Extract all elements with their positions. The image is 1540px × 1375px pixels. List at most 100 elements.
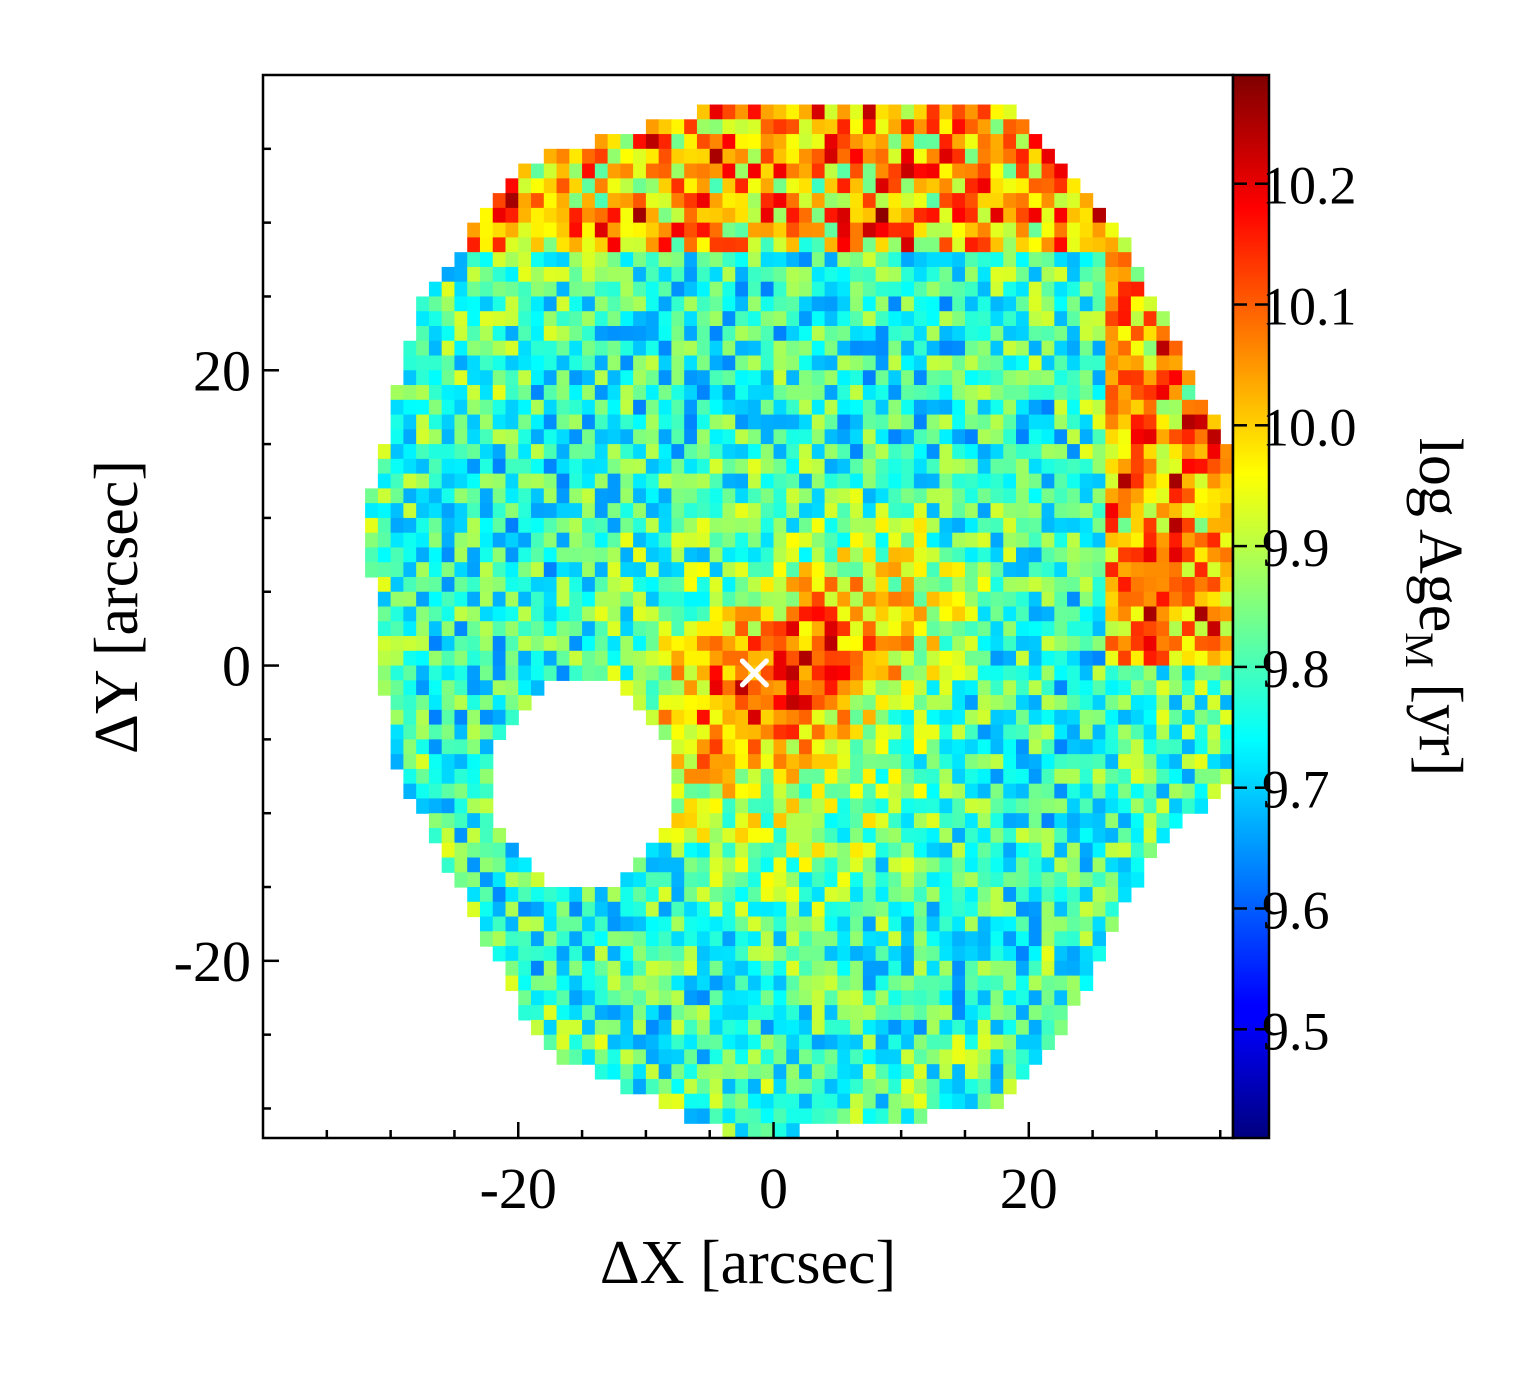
heatmap-cell [1003, 458, 1017, 475]
heatmap-cell [990, 193, 1004, 209]
heatmap-cell [518, 296, 532, 312]
heatmap-cell [901, 636, 915, 652]
heatmap-cell [748, 960, 762, 977]
heatmap-cell [658, 842, 673, 859]
heatmap-cell [671, 399, 685, 416]
heatmap-cell [824, 252, 838, 268]
heatmap-cell [1016, 813, 1030, 829]
heatmap-cell [607, 207, 621, 224]
heatmap-cell [645, 591, 660, 608]
heatmap-cell [901, 606, 915, 622]
heatmap-cell [837, 488, 851, 504]
heatmap-cell [428, 517, 443, 534]
heatmap-cell [569, 207, 583, 224]
heatmap-cell [977, 399, 992, 416]
heatmap-cell [467, 281, 481, 298]
heatmap-cell [607, 311, 621, 327]
heatmap-cell [824, 547, 838, 563]
heatmap-cell [952, 1049, 966, 1065]
heatmap-cell [416, 754, 430, 770]
heatmap-cell [913, 266, 928, 283]
heatmap-cell [479, 562, 494, 578]
heatmap-cell [913, 576, 928, 593]
heatmap-cell [964, 370, 979, 386]
heatmap-cell [1079, 414, 1094, 430]
heatmap-cell [875, 872, 889, 888]
heatmap-cell [773, 946, 787, 962]
heatmap-cell [1181, 768, 1196, 785]
heatmap-cell [1079, 547, 1094, 563]
heatmap-cell [633, 163, 647, 179]
heatmap-cell [1118, 414, 1132, 430]
heatmap-cell [939, 370, 953, 386]
heatmap-cell [582, 606, 596, 622]
heatmap-cell [837, 916, 851, 932]
heatmap-cell [901, 503, 915, 519]
heatmap-cell [467, 576, 481, 593]
heatmap-cell [913, 444, 928, 460]
heatmap-cell [569, 355, 583, 371]
heatmap-cell [952, 488, 966, 504]
heatmap-cell [735, 207, 749, 224]
heatmap-cell [786, 325, 800, 342]
heatmap-cell [964, 606, 979, 622]
heatmap-cell [582, 1005, 596, 1021]
heatmap-cell [531, 621, 545, 637]
heatmap-cell [1105, 591, 1119, 608]
heatmap-cell [977, 1019, 992, 1036]
heatmap-cell [492, 458, 507, 475]
heatmap-cell [722, 370, 736, 386]
heatmap-cell [1016, 739, 1030, 755]
heatmap-cell [888, 104, 902, 120]
heatmap-cell [1105, 311, 1119, 327]
heatmap-cell [748, 1123, 762, 1138]
heatmap-cell [454, 665, 468, 681]
heatmap-cell [428, 444, 443, 460]
heatmap-cell [531, 547, 545, 563]
heatmap-cell [1169, 606, 1183, 622]
heatmap-cell [760, 813, 775, 829]
heatmap-cell [977, 857, 992, 873]
heatmap-cell [773, 813, 787, 829]
heatmap-cell [964, 532, 979, 549]
heatmap-cell [875, 237, 889, 253]
heatmap-cell [837, 724, 851, 740]
heatmap-cell [594, 665, 609, 681]
heatmap-cell [505, 517, 519, 534]
heatmap-cell [773, 355, 787, 371]
heatmap-cell [569, 960, 583, 977]
heatmap-cell [939, 340, 953, 357]
heatmap-cell [760, 621, 775, 637]
heatmap-cell [390, 547, 404, 563]
heatmap-cell [658, 827, 673, 844]
y-axis: 200-20 [174, 147, 279, 1110]
heatmap-cell [850, 591, 864, 608]
heatmap-cell [1118, 665, 1132, 681]
heatmap-cell [1207, 606, 1221, 622]
heatmap-cell [1054, 370, 1068, 386]
heatmap-cell [1067, 370, 1081, 386]
heatmap-cell [1067, 503, 1081, 519]
heatmap-cell [748, 783, 762, 800]
heatmap-cell [454, 562, 468, 578]
heatmap-cell [684, 444, 698, 460]
heatmap-cell [1092, 458, 1106, 475]
heatmap-cell [684, 960, 698, 977]
heatmap-cell [569, 1034, 583, 1051]
heatmap-cell [594, 960, 609, 977]
heatmap-cell [416, 650, 430, 667]
heatmap-cell [620, 665, 634, 681]
heatmap-cell [773, 207, 787, 224]
heatmap-cell [1067, 591, 1081, 608]
heatmap-cell [518, 990, 532, 1006]
heatmap-cell [1016, 370, 1030, 386]
heatmap-cell [1143, 827, 1158, 844]
heatmap-cell [837, 739, 851, 755]
heatmap-cell [696, 724, 711, 740]
heatmap-cell [518, 237, 532, 253]
heatmap-cell [633, 178, 647, 194]
heatmap-cell [862, 872, 877, 888]
heatmap-cell [569, 473, 583, 489]
heatmap-cell [1028, 872, 1043, 888]
heatmap-cell [952, 1064, 966, 1080]
